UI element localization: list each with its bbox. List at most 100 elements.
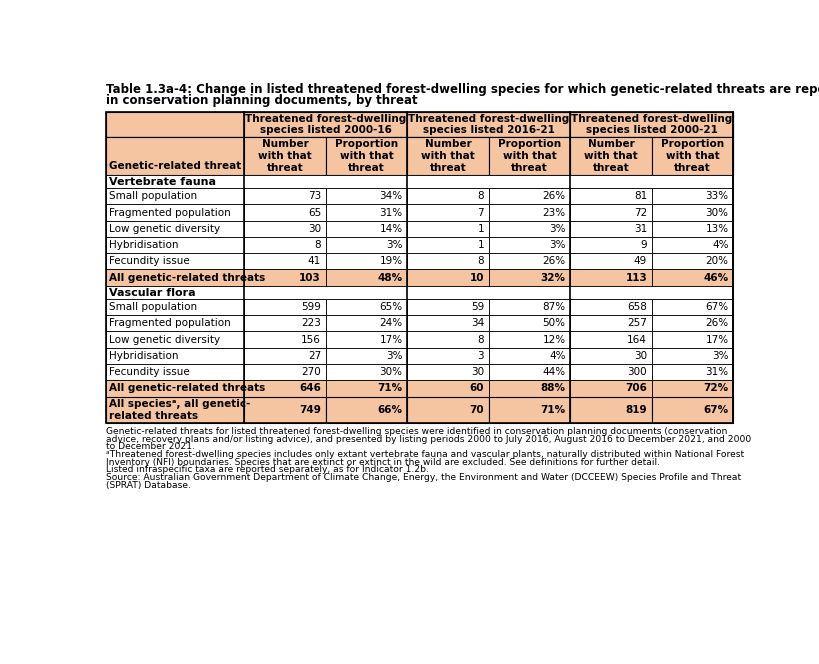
Text: 13%: 13% [705, 224, 729, 234]
Bar [489, 189, 570, 205]
Text: 30%: 30% [706, 208, 729, 218]
Bar [407, 237, 489, 253]
Bar [489, 237, 570, 253]
Bar [106, 220, 244, 237]
Text: 4%: 4% [712, 240, 729, 250]
Text: 8: 8 [477, 191, 484, 201]
Bar [326, 237, 407, 253]
Bar [244, 189, 326, 205]
Text: 113: 113 [626, 272, 647, 283]
Bar [570, 205, 652, 220]
Bar [407, 137, 489, 175]
Bar [489, 220, 570, 237]
Bar [489, 299, 570, 315]
Text: 156: 156 [301, 335, 321, 345]
Bar [407, 348, 489, 364]
Bar [570, 253, 652, 269]
Text: 10: 10 [469, 272, 484, 283]
Bar [652, 380, 733, 397]
Bar [244, 315, 326, 331]
Text: Small population: Small population [110, 191, 197, 201]
Text: 1: 1 [477, 240, 484, 250]
Text: 72%: 72% [704, 383, 729, 394]
Text: advice, recovery plans and/or listing advice), and presented by listing periods : advice, recovery plans and/or listing ad… [106, 435, 752, 444]
Bar [106, 364, 244, 380]
Text: 30: 30 [471, 367, 484, 377]
Bar [652, 331, 733, 348]
Bar [244, 237, 326, 253]
Bar [407, 205, 489, 220]
Text: 65: 65 [308, 208, 321, 218]
Text: 300: 300 [627, 367, 647, 377]
Text: (SPRAT) Database.: (SPRAT) Database. [106, 481, 191, 490]
Text: 34%: 34% [379, 191, 403, 201]
Text: 31%: 31% [379, 208, 403, 218]
Bar [326, 205, 407, 220]
Text: 658: 658 [627, 302, 647, 312]
Bar [326, 269, 407, 286]
Bar [326, 397, 407, 423]
Text: 17%: 17% [379, 335, 403, 345]
Text: Threatened forest-dwelling
species listed 2016-21: Threatened forest-dwelling species liste… [408, 114, 569, 135]
Bar [652, 397, 733, 423]
Bar [652, 137, 733, 175]
Text: 26%: 26% [542, 256, 566, 266]
Text: 59: 59 [471, 302, 484, 312]
Bar [652, 220, 733, 237]
Text: 749: 749 [299, 405, 321, 415]
Text: All speciesᵃ, all genetic-
related threats: All speciesᵃ, all genetic- related threa… [110, 399, 251, 421]
Text: 3%: 3% [386, 240, 403, 250]
Text: 3: 3 [477, 351, 484, 361]
Bar [652, 348, 733, 364]
Text: 3%: 3% [712, 351, 729, 361]
Bar [570, 364, 652, 380]
Text: 46%: 46% [704, 272, 729, 283]
Bar [106, 253, 244, 269]
Text: 30: 30 [308, 224, 321, 234]
Bar [570, 137, 652, 175]
Text: 3%: 3% [386, 351, 403, 361]
Text: 4%: 4% [549, 351, 566, 361]
Text: 706: 706 [625, 383, 647, 394]
Text: 48%: 48% [378, 272, 403, 283]
Bar [326, 315, 407, 331]
Bar [326, 189, 407, 205]
Text: 88%: 88% [541, 383, 566, 394]
Bar [407, 220, 489, 237]
Text: Inventory (NFI) boundaries. Species that are extinct or extinct in the wild are : Inventory (NFI) boundaries. Species that… [106, 457, 660, 467]
Bar [652, 299, 733, 315]
Bar [106, 286, 733, 299]
Text: Number
with that
threat: Number with that threat [258, 139, 312, 173]
Text: 3%: 3% [549, 224, 566, 234]
Bar [407, 380, 489, 397]
Bar [489, 269, 570, 286]
Bar [244, 137, 326, 175]
Text: 30: 30 [634, 351, 647, 361]
Text: 31: 31 [634, 224, 647, 234]
Text: Genetic-related threats for listed threatened forest-dwelling species were ident: Genetic-related threats for listed threa… [106, 427, 727, 436]
Text: 8: 8 [314, 240, 321, 250]
Text: Small population: Small population [110, 302, 197, 312]
Text: 24%: 24% [379, 318, 403, 329]
Text: Proportion
with that
threat: Proportion with that threat [661, 139, 724, 173]
Text: ᵃThreatened forest-dwelling species includes only extant vertebrate fauna and va: ᵃThreatened forest-dwelling species incl… [106, 450, 744, 459]
Bar [244, 269, 326, 286]
Text: 23%: 23% [542, 208, 566, 218]
Bar [106, 380, 244, 397]
Bar [326, 220, 407, 237]
Text: 12%: 12% [542, 335, 566, 345]
Text: 103: 103 [299, 272, 321, 283]
Text: Listed infraspecific taxa are reported separately, as for Indicator 1.2b.: Listed infraspecific taxa are reported s… [106, 465, 429, 475]
Bar [570, 237, 652, 253]
Bar [407, 364, 489, 380]
Text: 33%: 33% [705, 191, 729, 201]
Text: 34: 34 [471, 318, 484, 329]
Bar [489, 253, 570, 269]
Text: 9: 9 [640, 240, 647, 250]
Text: 8: 8 [477, 335, 484, 345]
Text: 3%: 3% [549, 240, 566, 250]
Bar [407, 112, 570, 137]
Text: 60: 60 [469, 383, 484, 394]
Bar [652, 237, 733, 253]
Text: in conservation planning documents, by threat: in conservation planning documents, by t… [106, 94, 418, 108]
